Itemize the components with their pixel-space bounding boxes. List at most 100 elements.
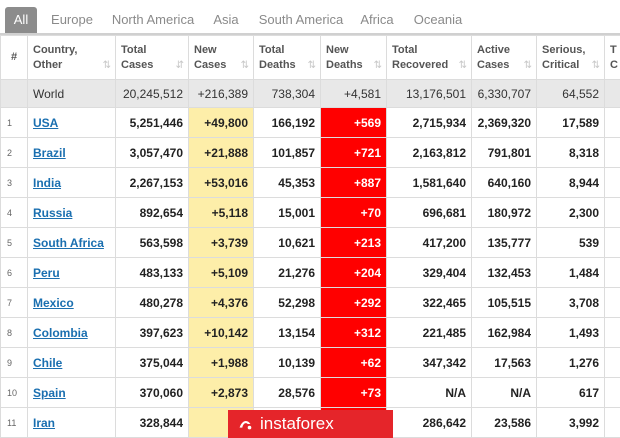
rank-cell: 9 bbox=[0, 347, 28, 378]
tab-europe[interactable]: Europe bbox=[51, 12, 93, 27]
rank-cell: 4 bbox=[0, 197, 28, 228]
total-cases-cell: 892,654 bbox=[115, 197, 189, 228]
country-link[interactable]: Brazil bbox=[33, 145, 66, 160]
rank-cell: 7 bbox=[0, 287, 28, 318]
table-row: 6 Peru 483,133 +5,109 21,276 +204 329,404 132,4… bbox=[0, 257, 620, 288]
world-label: World bbox=[27, 79, 116, 108]
country-cell: Colombia bbox=[27, 317, 116, 348]
new-deaths-cell: +312 bbox=[320, 317, 387, 348]
total-cases-cell: 2,267,153 bbox=[115, 167, 189, 198]
extra-cell bbox=[604, 317, 620, 348]
new-deaths-cell: +887 bbox=[320, 167, 387, 198]
country-cell: Brazil bbox=[27, 137, 116, 168]
active-cases-cell: 640,160 bbox=[471, 167, 537, 198]
instaforex-logo-icon bbox=[239, 420, 252, 430]
new-cases-cell: +53,016 bbox=[188, 167, 254, 198]
active-cases-cell: 132,453 bbox=[471, 257, 537, 288]
country-link[interactable]: Colombia bbox=[33, 325, 88, 340]
country-link[interactable]: USA bbox=[33, 115, 59, 130]
new-cases-cell: +5,109 bbox=[188, 257, 254, 288]
header-tot-cases-line2: C bbox=[610, 58, 618, 71]
header-new-cases[interactable]: New Cases ⇅ bbox=[188, 35, 254, 80]
total-recovered-cell: 1,581,640 bbox=[386, 167, 472, 198]
header-total-cases-line2: Cases bbox=[121, 58, 154, 71]
active-cases-cell: 105,515 bbox=[471, 287, 537, 318]
country-cell: Iran bbox=[27, 407, 116, 438]
serious-critical-cell: 17,589 bbox=[536, 107, 605, 138]
active-cases-cell: 162,984 bbox=[471, 317, 537, 348]
header-new-cases-line2: Cases bbox=[194, 58, 227, 71]
country-cell: Mexico bbox=[27, 287, 116, 318]
total-deaths-cell: 101,857 bbox=[253, 137, 321, 168]
new-cases-cell: +5,118 bbox=[188, 197, 254, 228]
header-tot-cases-per-1m[interactable]: T C bbox=[604, 35, 620, 80]
sort-desc-icon: ⇵ bbox=[175, 60, 184, 71]
header-total-deaths-line2: Deaths bbox=[259, 58, 296, 71]
header-total-recovered[interactable]: Total Recovered ⇅ bbox=[386, 35, 472, 80]
tab-africa[interactable]: Africa bbox=[360, 12, 394, 27]
tab-oceania[interactable]: Oceania bbox=[413, 12, 463, 27]
new-cases-cell: +49,800 bbox=[188, 107, 254, 138]
rank-cell: 10 bbox=[0, 377, 28, 408]
total-deaths-cell: 45,353 bbox=[253, 167, 321, 198]
country-link[interactable]: Russia bbox=[33, 205, 73, 220]
header-total-deaths[interactable]: Total Deaths ⇅ bbox=[253, 35, 321, 80]
country-cell: South Africa bbox=[27, 227, 116, 258]
header-new-deaths[interactable]: New Deaths ⇅ bbox=[320, 35, 387, 80]
extra-cell bbox=[604, 287, 620, 318]
extra-cell bbox=[604, 227, 620, 258]
header-country-line2: Other bbox=[33, 58, 63, 71]
tab-all[interactable]: All bbox=[5, 7, 37, 33]
header-total-cases[interactable]: Total Cases ⇵ bbox=[115, 35, 189, 80]
country-link[interactable]: Chile bbox=[33, 355, 63, 370]
table-row: 8 Colombia 397,623 +10,142 13,154 +312 221,485… bbox=[0, 317, 620, 348]
world-serious-critical: 64,552 bbox=[536, 79, 605, 108]
total-cases-cell: 3,057,470 bbox=[115, 137, 189, 168]
country-link[interactable]: Mexico bbox=[33, 295, 74, 310]
rank-cell: 6 bbox=[0, 257, 28, 288]
country-link[interactable]: Peru bbox=[33, 265, 60, 280]
serious-critical-cell: 8,318 bbox=[536, 137, 605, 168]
tab-south-america[interactable]: South America bbox=[258, 12, 344, 27]
rank-cell: 1 bbox=[0, 107, 28, 138]
serious-critical-cell: 1,493 bbox=[536, 317, 605, 348]
header-rank[interactable]: # bbox=[0, 35, 28, 80]
country-cell: USA bbox=[27, 107, 116, 138]
country-link[interactable]: India bbox=[33, 175, 62, 190]
header-serious-critical-line2: Critical bbox=[542, 58, 580, 71]
tab-asia[interactable]: Asia bbox=[213, 12, 239, 27]
total-cases-cell: 370,060 bbox=[115, 377, 189, 408]
rank-cell: 3 bbox=[0, 167, 28, 198]
total-recovered-cell: 696,681 bbox=[386, 197, 472, 228]
serious-critical-cell: 1,276 bbox=[536, 347, 605, 378]
tab-north-america[interactable]: North America bbox=[111, 12, 195, 27]
header-country[interactable]: Country, Other ⇅ bbox=[27, 35, 116, 80]
table-row: 10 Spain 370,060 +2,873 28,576 +73 N/A N/A 617 bbox=[0, 377, 620, 408]
serious-critical-cell: 1,484 bbox=[536, 257, 605, 288]
extra-cell bbox=[604, 347, 620, 378]
new-deaths-cell: +73 bbox=[320, 377, 387, 408]
extra-cell bbox=[604, 257, 620, 288]
active-cases-cell: 17,563 bbox=[471, 347, 537, 378]
tab-divider bbox=[0, 33, 620, 35]
new-cases-cell: +3,739 bbox=[188, 227, 254, 258]
active-cases-cell: 2,369,320 bbox=[471, 107, 537, 138]
total-recovered-cell: 221,485 bbox=[386, 317, 472, 348]
extra-cell bbox=[604, 137, 620, 168]
total-recovered-cell: 286,642 bbox=[386, 407, 472, 438]
country-cell: Spain bbox=[27, 377, 116, 408]
serious-critical-cell: 617 bbox=[536, 377, 605, 408]
country-link[interactable]: South Africa bbox=[33, 235, 104, 250]
country-link[interactable]: Spain bbox=[33, 385, 66, 400]
header-serious-critical[interactable]: Serious, Critical ⇅ bbox=[536, 35, 605, 80]
country-link[interactable]: Iran bbox=[33, 415, 56, 430]
sort-icon: ⇅ bbox=[523, 60, 532, 71]
extra-cell bbox=[604, 407, 620, 438]
header-active-cases[interactable]: Active Cases ⇅ bbox=[471, 35, 537, 80]
watermark: instaforex bbox=[228, 410, 393, 438]
table-row: 9 Chile 375,044 +1,988 10,139 +62 347,342 17,56… bbox=[0, 347, 620, 378]
header-tot-cases-line1: T bbox=[610, 43, 617, 56]
header-total-recovered-line1: Total bbox=[392, 43, 418, 56]
sort-icon: ⇅ bbox=[240, 60, 249, 71]
active-cases-cell: 135,777 bbox=[471, 227, 537, 258]
